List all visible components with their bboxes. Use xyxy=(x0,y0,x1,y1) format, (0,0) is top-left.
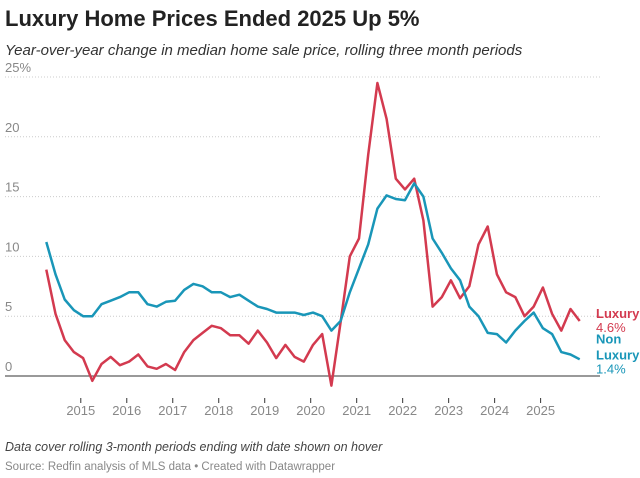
x-tick-label: 2016 xyxy=(112,403,141,418)
legend-label: Luxury xyxy=(596,306,640,321)
x-tick-label: 2021 xyxy=(342,403,371,418)
value-label: 1.4% xyxy=(596,361,626,376)
x-tick-label: 2017 xyxy=(158,403,187,418)
x-tick-label: 2024 xyxy=(480,403,509,418)
y-tick-label: 20 xyxy=(5,120,19,135)
x-tick-label: 2023 xyxy=(434,403,463,418)
x-tick-label: 2025 xyxy=(526,403,555,418)
line xyxy=(45,81,581,387)
x-tick-label: 2020 xyxy=(296,403,325,418)
y-tick-label: 25% xyxy=(5,60,31,75)
line xyxy=(45,182,581,361)
x-tick-label: 2022 xyxy=(388,403,417,418)
chart-subtitle: Year-over-year change in median home sal… xyxy=(5,42,523,59)
chart-note: Data cover rolling 3-month periods endin… xyxy=(5,440,383,454)
chart-source: Source: Redfin analysis of MLS data • Cr… xyxy=(5,461,335,473)
y-tick-label: 15 xyxy=(5,180,19,195)
y-tick-label: 10 xyxy=(5,239,19,254)
y-tick-label: 0 xyxy=(5,359,12,374)
y-tick-label: 5 xyxy=(5,299,12,314)
legend-label: Non Luxury xyxy=(596,331,640,362)
x-tick-label: 2019 xyxy=(250,403,279,418)
chart-title: Luxury Home Prices Ended 2025 Up 5% xyxy=(5,6,420,31)
value-label: 4.6% xyxy=(596,320,626,335)
x-tick-label: 2015 xyxy=(66,403,95,418)
x-tick-label: 2018 xyxy=(204,403,233,418)
